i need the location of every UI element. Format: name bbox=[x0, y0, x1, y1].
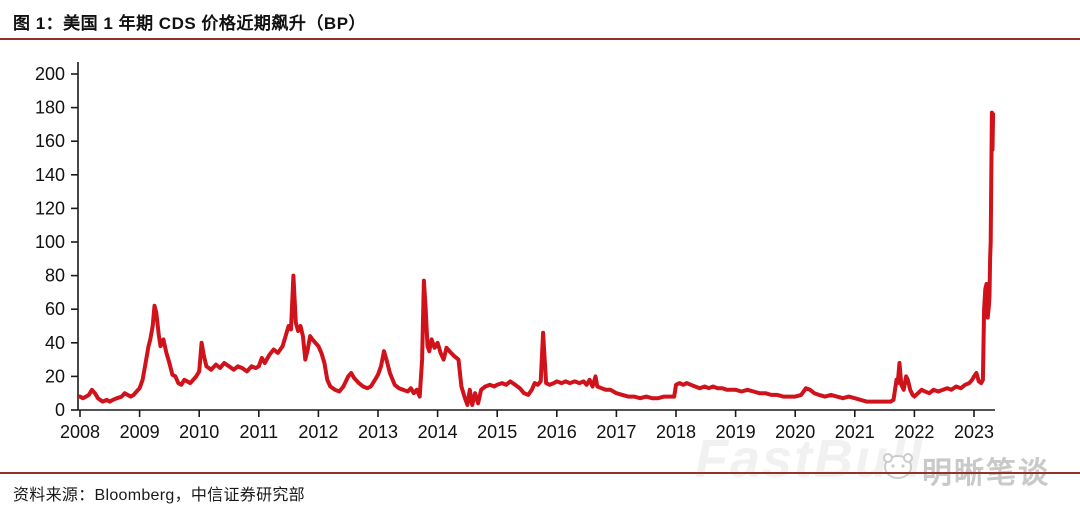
y-tick-label: 160 bbox=[35, 131, 65, 151]
y-tick-label: 0 bbox=[55, 400, 65, 420]
figure-title: 图 1：美国 1 年期 CDS 价格近期飙升（BP） bbox=[13, 14, 367, 33]
x-tick-label: 2015 bbox=[477, 422, 517, 442]
x-tick-label: 2011 bbox=[239, 422, 278, 442]
x-tick-label: 2014 bbox=[418, 422, 458, 442]
cds-line-chart: 0 20 40 60 80 100 120 140 160 180 200 2008 2009 2010 2… bbox=[35, 62, 996, 442]
x-tick-label: 2012 bbox=[298, 422, 338, 442]
y-tick-label: 60 bbox=[45, 299, 65, 319]
mascot-logo-icon bbox=[880, 450, 916, 490]
x-tick-label: 2021 bbox=[835, 422, 875, 442]
y-tick-label: 40 bbox=[45, 333, 65, 353]
brand-watermark: 明晰笔谈 bbox=[880, 448, 1050, 492]
x-tick-label: 2016 bbox=[537, 422, 577, 442]
x-tick-label: 2020 bbox=[775, 422, 815, 442]
title-divider-rule bbox=[0, 38, 1080, 40]
y-tick-label: 100 bbox=[35, 232, 65, 252]
x-tick-label: 2018 bbox=[656, 422, 696, 442]
x-tick-label: 2023 bbox=[954, 422, 994, 442]
brand-watermark-text: 明晰笔谈 bbox=[922, 457, 1050, 490]
y-tick-label: 180 bbox=[35, 98, 65, 118]
y-tick-label: 200 bbox=[35, 64, 65, 84]
x-tick-label: 2022 bbox=[894, 422, 934, 442]
x-tick-label: 2009 bbox=[120, 422, 160, 442]
x-tick-label: 2008 bbox=[60, 422, 100, 442]
y-tick-label: 20 bbox=[45, 366, 65, 386]
y-tick-label: 140 bbox=[35, 165, 65, 185]
x-tick-label: 2013 bbox=[358, 422, 398, 442]
source-note: 资料来源：Bloomberg，中信证券研究部 bbox=[13, 487, 305, 504]
cds-price-line bbox=[78, 110, 996, 407]
chart-area: 0 20 40 60 80 100 120 140 160 180 200 2008 2009 2010 2… bbox=[0, 42, 1080, 442]
source-divider-rule bbox=[0, 472, 1080, 474]
y-tick-label: 120 bbox=[35, 198, 65, 218]
x-tick-label: 2019 bbox=[716, 422, 756, 442]
x-tick-label: 2017 bbox=[596, 422, 636, 442]
y-tick-label: 80 bbox=[45, 266, 65, 286]
x-tick-label: 2010 bbox=[179, 422, 219, 442]
